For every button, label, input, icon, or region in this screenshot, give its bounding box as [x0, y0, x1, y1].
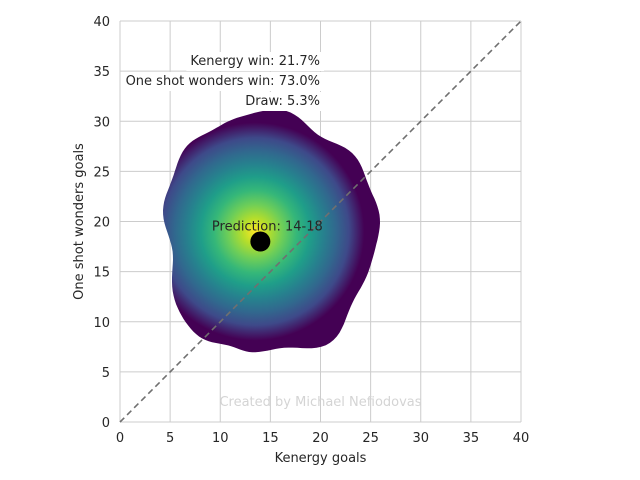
x-tick-label: 30: [412, 431, 429, 446]
y-tick-label: 35: [93, 65, 110, 80]
outcome-labels: Kenergy win: 21.7% One shot wonders win: …: [121, 52, 324, 111]
y-tick-label: 20: [93, 216, 110, 231]
prediction-point: [250, 231, 271, 252]
y-tick-label: 40: [93, 15, 110, 30]
y-tick-label: 15: [93, 266, 110, 281]
watermark: Created by Michael Nefiodovas: [219, 395, 421, 410]
density-blob: [163, 109, 380, 353]
x-tick-label: 5: [166, 431, 174, 446]
y-tick-label: 30: [93, 115, 110, 130]
x-ticks: 0 5 10 15 20 25 30 35 40: [116, 431, 529, 446]
diagonal-line: [119, 20, 522, 423]
x-tick-label: 10: [212, 431, 229, 446]
outcome-label-text: Draw: 5.3%: [245, 94, 320, 109]
outcome-label-text: One shot wonders win: 73.0%: [126, 74, 320, 89]
outcome-label-text: Kenergy win: 21.7%: [190, 54, 320, 69]
x-tick-label: 0: [116, 431, 124, 446]
x-axis-label: Kenergy goals: [275, 451, 367, 466]
y-tick-label: 25: [93, 165, 110, 180]
outcome-label-box: [241, 92, 324, 111]
prediction-label: Prediction: 14-18: [212, 220, 323, 235]
y-tick-label: 0: [102, 416, 110, 431]
outcome-label: Draw: 5.3%: [241, 92, 324, 111]
outcome-label-box: [186, 52, 324, 71]
y-tick-label: 5: [102, 366, 110, 381]
y-axis-label: One shot wonders goals: [72, 143, 87, 300]
outcome-label-box: [121, 72, 324, 91]
x-tick-label: 25: [362, 431, 379, 446]
outcome-label: One shot wonders win: 73.0%: [121, 72, 324, 91]
x-tick-label: 15: [262, 431, 279, 446]
x-tick-label: 35: [463, 431, 480, 446]
x-tick-label: 40: [513, 431, 530, 446]
y-tick-label: 10: [93, 316, 110, 331]
x-tick-label: 20: [312, 431, 329, 446]
outcome-label: Kenergy win: 21.7%: [186, 52, 324, 71]
y-ticks: 0 5 10 15 20 25 30 35 40: [93, 15, 110, 431]
